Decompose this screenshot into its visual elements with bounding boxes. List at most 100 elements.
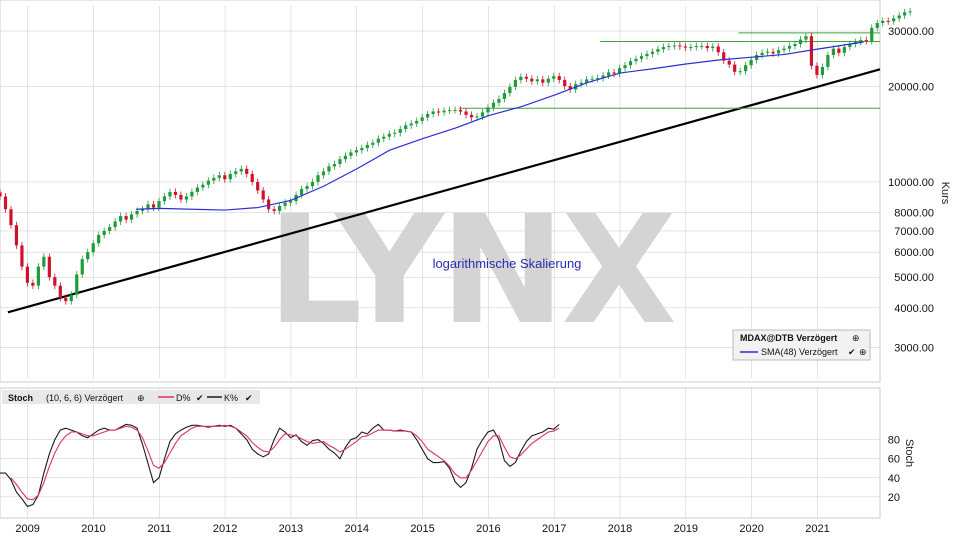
candle-body xyxy=(162,196,167,202)
candle-body xyxy=(14,225,19,246)
candle-body xyxy=(749,59,753,66)
candle-body xyxy=(316,175,320,182)
candle-body xyxy=(634,58,638,62)
candle-body xyxy=(744,65,748,72)
candle-body xyxy=(875,23,879,28)
price-panel: LYNX logarithmische Skalierung 30000.00 2… xyxy=(0,0,951,383)
candle-body xyxy=(453,109,457,111)
candle-body xyxy=(420,117,424,121)
candle-body xyxy=(585,79,589,83)
candle-body xyxy=(305,186,309,190)
candle-body xyxy=(31,282,35,286)
candle-body xyxy=(371,142,375,145)
candle-body xyxy=(36,266,40,286)
candle-body xyxy=(842,47,846,53)
candle-body xyxy=(135,210,139,215)
candle-body xyxy=(354,150,358,153)
candle-body xyxy=(661,47,666,50)
x-tick-label: 2016 xyxy=(476,523,500,535)
candle-body xyxy=(58,285,62,298)
price-y-tick-label: 7000.00 xyxy=(894,226,934,238)
candle-body xyxy=(804,36,808,40)
candle-body xyxy=(415,120,419,124)
price-y-tick-label: 10000.00 xyxy=(888,177,934,189)
candle-body xyxy=(447,109,452,111)
stoch-lines xyxy=(0,423,560,508)
stoch-legend-k-check-icon: ✔ xyxy=(245,393,253,403)
candle-body xyxy=(206,180,210,185)
candle-body xyxy=(782,48,786,51)
candle-body xyxy=(793,44,797,47)
candle-body xyxy=(826,54,830,67)
candle-body xyxy=(513,80,517,87)
stoch-y-tick-label: 20 xyxy=(888,492,900,504)
price-y-axis-label: Kurs xyxy=(939,182,951,205)
candle-body xyxy=(672,45,676,47)
x-tick-label: 2014 xyxy=(344,523,368,535)
candle-body xyxy=(404,125,408,130)
sma-line-group xyxy=(136,41,864,211)
sma-line xyxy=(136,41,864,211)
candle-body xyxy=(184,196,189,200)
candle-body xyxy=(42,256,46,267)
stoch-legend-params: (10, 6, 6) Verzögert xyxy=(46,393,124,403)
candle-body xyxy=(157,201,161,208)
candle-body xyxy=(288,201,293,203)
candle-body xyxy=(733,64,737,72)
price-legend[interactable]: MDAX@DTB Verzögert ⊕ SMA(48) Verzögert ✔… xyxy=(732,329,871,361)
stoch-y-axis-label: Stoch xyxy=(903,439,915,467)
candle-body xyxy=(426,114,430,118)
trendline xyxy=(7,68,881,314)
candle-body xyxy=(760,52,764,55)
x-tick-label: 2012 xyxy=(213,523,237,535)
candle-body xyxy=(245,168,249,174)
price-y-tick-label: 3000.00 xyxy=(894,342,934,354)
legend-mdax-icon: ⊕ xyxy=(852,333,860,343)
candle-body xyxy=(508,86,512,94)
price-y-tick-label: 30000.00 xyxy=(888,26,934,38)
x-tick-label: 2009 xyxy=(15,523,39,535)
candle-body xyxy=(892,18,896,22)
candle-body xyxy=(541,79,545,83)
candle-body xyxy=(256,181,260,191)
candle-body xyxy=(69,294,73,302)
candle-body xyxy=(897,15,901,19)
candle-body xyxy=(859,40,863,43)
candle-body xyxy=(442,110,446,113)
candle-body xyxy=(650,51,655,54)
x-tick-label: 2019 xyxy=(674,523,698,535)
candle-body xyxy=(250,173,254,182)
price-overlay-lines xyxy=(7,32,881,314)
legend-sma-gear-icon: ⊕ xyxy=(859,347,867,357)
price-y-tick-label: 4000.00 xyxy=(894,303,934,315)
candle-body xyxy=(563,80,567,87)
candle-body xyxy=(437,111,441,113)
candle-body xyxy=(711,46,715,49)
x-tick-label: 2010 xyxy=(81,523,105,535)
candle-body xyxy=(722,52,726,61)
candle-body xyxy=(820,66,825,75)
stoch-legend[interactable]: Stoch (10, 6, 6) Verzögert ⊕ D% ✔ K% ✔ xyxy=(2,390,260,404)
candle-body xyxy=(234,171,238,174)
candle-body xyxy=(639,56,644,59)
candle-body xyxy=(831,48,835,55)
legend-sma-check-icon: ✔ xyxy=(848,347,856,357)
candle-body xyxy=(755,54,759,60)
price-y-tick-label: 5000.00 xyxy=(894,272,934,284)
candle-body xyxy=(864,40,868,42)
candle-body xyxy=(332,163,337,167)
candle-body xyxy=(86,252,90,260)
candle-body xyxy=(837,48,841,53)
legend-mdax: MDAX@DTB Verzögert xyxy=(740,333,837,343)
candle-body xyxy=(787,46,792,49)
candle-body xyxy=(689,47,693,49)
candle-body xyxy=(261,190,265,200)
candle-body xyxy=(727,60,731,65)
candle-body xyxy=(798,39,803,45)
candle-body xyxy=(694,46,698,48)
candle-body xyxy=(173,191,178,195)
candle-body xyxy=(678,45,682,47)
candle-body xyxy=(601,75,605,79)
x-tick-label: 2015 xyxy=(410,523,434,535)
candle-body xyxy=(212,177,216,181)
